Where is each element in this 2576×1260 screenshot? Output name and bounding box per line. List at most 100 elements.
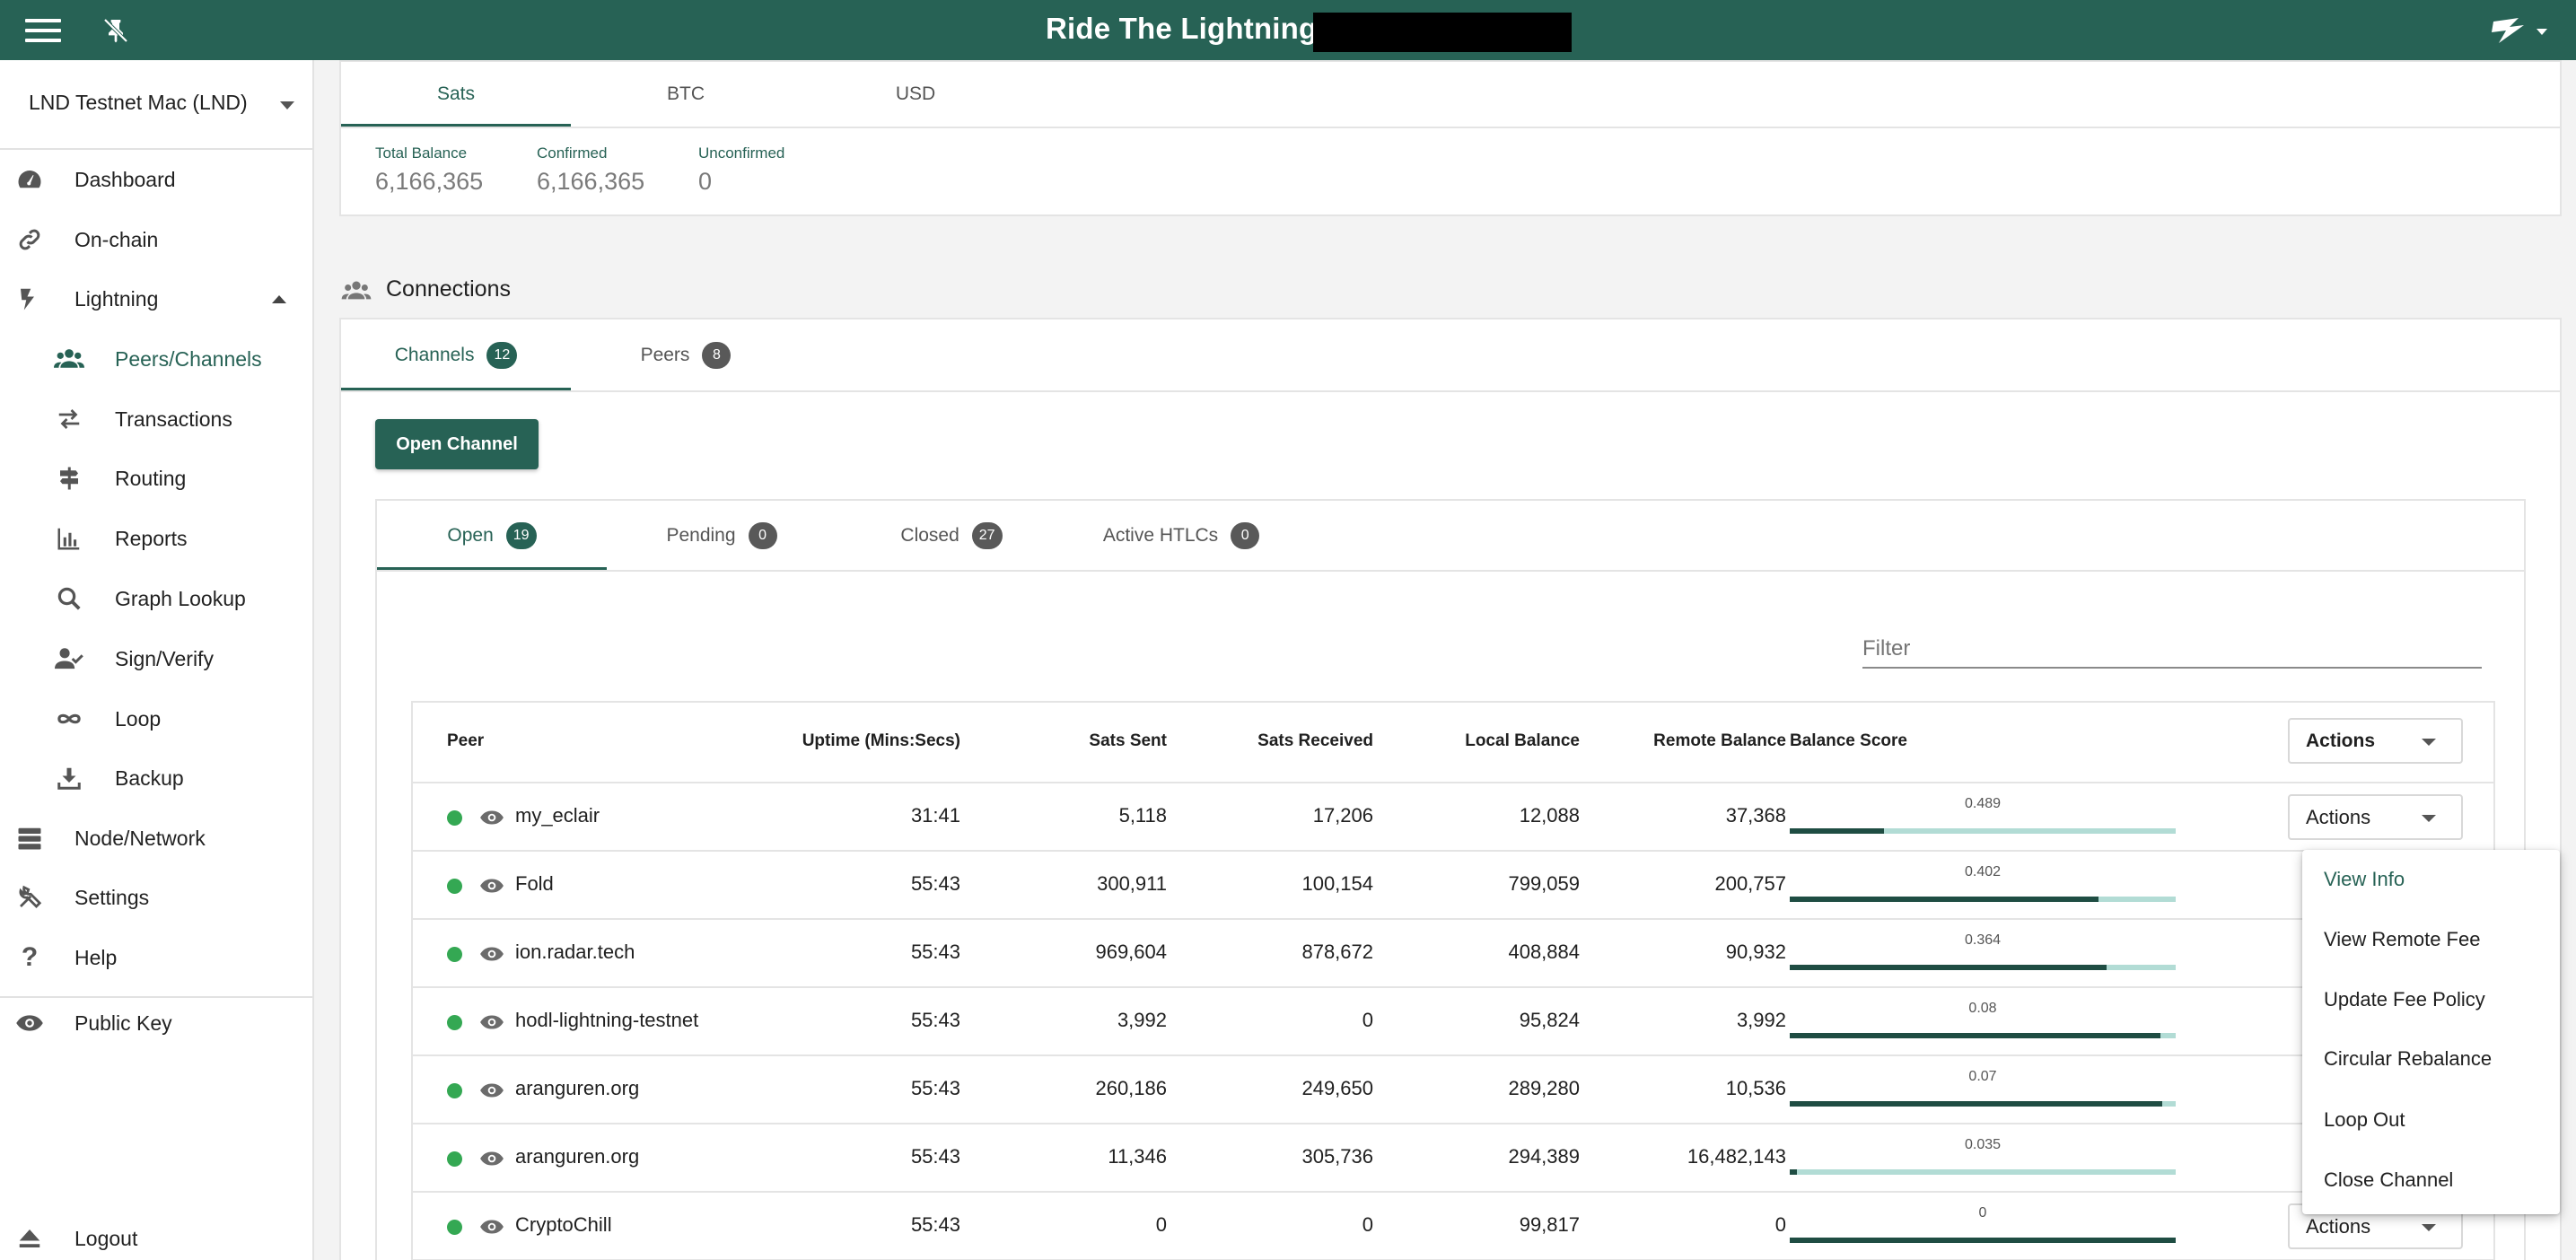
top-bar: Ride The Lightning - — [0, 0, 2576, 60]
unconfirmed-balance-value: 0 — [698, 168, 713, 195]
balance-score-track — [1790, 1169, 2176, 1175]
column-header-sats-received[interactable]: Sats Received — [1257, 731, 1373, 750]
tab-peers[interactable]: Peers 8 — [571, 319, 801, 390]
count-badge: 0 — [748, 521, 777, 549]
cell-remote-balance: 10,536 — [1725, 1077, 1786, 1099]
column-header-sats-sent[interactable]: Sats Sent — [1089, 731, 1167, 750]
sidebar-item-label: Peers/Channels — [115, 346, 262, 371]
sidebar-item-label: Dashboard — [74, 167, 176, 191]
sidebar-item-dashboard[interactable]: Dashboard — [0, 153, 312, 206]
balance-score-fill — [1790, 1169, 1797, 1175]
column-header-remote-balance[interactable]: Remote Balance — [1653, 731, 1786, 750]
hamburger-menu-icon[interactable] — [25, 14, 61, 47]
active-status-dot — [447, 1015, 462, 1030]
link-icon — [14, 224, 45, 255]
eye-icon[interactable] — [479, 1146, 504, 1171]
eye-icon[interactable] — [479, 1078, 504, 1103]
cell-sats-sent: 5,118 — [1118, 804, 1167, 827]
balance-score-value: 0 — [1978, 1205, 1987, 1221]
cell-uptime: 55:43 — [910, 1213, 960, 1236]
menu-item-close-channel[interactable]: Close Channel — [2324, 1168, 2454, 1191]
menu-item-view-remote-fee[interactable]: View Remote Fee — [2324, 928, 2481, 950]
balance-score-bar: 0.035 — [1790, 1137, 2176, 1180]
sidebar-item-node-network[interactable]: Node/Network — [0, 811, 312, 865]
rtl-logo-icon[interactable] — [2488, 13, 2560, 48]
cell-peer: my_eclair — [515, 804, 600, 827]
menu-item-view-info[interactable]: View Info — [2324, 868, 2405, 890]
sidebar-item-transactions[interactable]: Transactions — [0, 392, 312, 446]
sidebar-item-peers-channels[interactable]: Peers/Channels — [0, 332, 312, 386]
table-row[interactable]: my_eclair 31:41 5,118 17,206 12,088 37,368 0.4… — [413, 783, 2493, 852]
column-header-uptime[interactable]: Uptime (Mins:Secs) — [802, 731, 960, 750]
tab-active-htlcs[interactable]: Active HTLCs 0 — [1066, 501, 1296, 570]
column-header-balance-score[interactable]: Balance Score — [1790, 731, 1907, 750]
eye-icon[interactable] — [479, 941, 504, 967]
tab-pending[interactable]: Pending 0 — [607, 501, 837, 570]
table-row[interactable]: Fold 55:43 300,911 100,154 799,059 200,757 0.4… — [413, 852, 2493, 920]
tab-usd[interactable]: USD — [895, 83, 936, 104]
pin-off-icon[interactable] — [101, 16, 131, 45]
sidebar-item-logout[interactable]: Logout — [0, 1212, 312, 1260]
eye-icon[interactable] — [479, 873, 504, 898]
column-header-peer[interactable]: Peer — [447, 731, 485, 750]
sidebar-item-loop[interactable]: Loop — [0, 692, 312, 746]
sidebar-item-graph-lookup[interactable]: Graph Lookup — [0, 572, 312, 626]
table-row[interactable]: aranguren.org 55:43 260,186 249,650 289,280 1… — [413, 1056, 2493, 1124]
cell-uptime: 55:43 — [910, 872, 960, 895]
bulk-actions-button[interactable]: Actions — [2288, 718, 2463, 764]
eject-icon — [14, 1223, 45, 1254]
cell-peer: aranguren.org — [515, 1077, 640, 1099]
count-badge: 8 — [702, 341, 732, 369]
chevron-down-icon — [280, 101, 294, 109]
eye-icon[interactable] — [479, 1010, 504, 1035]
open-channel-button[interactable]: Open Channel — [375, 419, 539, 469]
table-row[interactable]: hodl-lightning-testnet 55:43 3,992 0 95,824 3… — [413, 988, 2493, 1056]
table-row[interactable]: CryptoChill 55:43 0 0 99,817 0 0 Actions — [413, 1193, 2493, 1260]
table-row[interactable]: ion.radar.tech 55:43 969,604 878,672 408,884… — [413, 920, 2493, 988]
sidebar-item-lightning[interactable]: Lightning — [0, 272, 312, 326]
channels-table: Peer Uptime (Mins:Secs) Sats Sent Sats R… — [411, 701, 2495, 1260]
sidebar-item-public-key[interactable]: Public Key — [0, 996, 312, 1050]
actions-label: Actions — [2306, 730, 2376, 751]
cell-sats-sent: 260,186 — [1095, 1077, 1167, 1099]
sidebar-item-on-chain[interactable]: On-chain — [0, 213, 312, 267]
tab-open[interactable]: Open 19 — [377, 501, 607, 570]
balance-score-track — [1790, 1033, 2176, 1038]
tab-closed[interactable]: Closed 27 — [837, 501, 1066, 570]
balance-score-bar: 0.364 — [1790, 932, 2176, 976]
confirmed-balance-value: 6,166,365 — [537, 168, 645, 195]
cell-sats-received: 249,650 — [1301, 1077, 1373, 1099]
user-check-icon — [54, 643, 84, 674]
cell-uptime: 55:43 — [910, 1145, 960, 1168]
balance-score-fill — [1790, 1238, 2176, 1243]
eye-icon[interactable] — [479, 1214, 504, 1239]
menu-item-circular-rebalance[interactable]: Circular Rebalance — [2324, 1047, 2493, 1070]
node-selector[interactable]: LND Testnet Mac (LND) — [0, 60, 314, 150]
column-header-local-balance[interactable]: Local Balance — [1465, 731, 1580, 750]
sidebar-item-routing[interactable]: Routing — [0, 451, 312, 505]
tab-btc[interactable]: BTC — [667, 83, 705, 104]
tabs-divider — [341, 390, 2560, 392]
table-row[interactable]: aranguren.org 55:43 11,346 305,736 294,389 16… — [413, 1124, 2493, 1193]
tab-label: Active HTLCs — [1102, 524, 1219, 546]
balance-score-fill — [1790, 1033, 2160, 1038]
sidebar-item-sign-verify[interactable]: Sign/Verify — [0, 632, 312, 686]
sidebar-item-settings[interactable]: Settings — [0, 871, 312, 924]
menu-item-update-fee-policy[interactable]: Update Fee Policy — [2324, 988, 2485, 1011]
sidebar-item-label: On-chain — [74, 227, 159, 251]
sidebar-item-label: Reports — [115, 526, 188, 550]
total-balance: Total Balance 6,166,365 — [375, 144, 483, 196]
tab-channels[interactable]: Channels 12 — [341, 319, 571, 390]
filter-input[interactable] — [1862, 631, 2482, 661]
row-actions-button[interactable]: Actions — [2288, 794, 2463, 840]
balance-score-fill — [1790, 1101, 2162, 1107]
sidebar-item-backup[interactable]: Backup — [0, 751, 312, 805]
sidebar-item-help[interactable]: ? Help — [0, 931, 312, 984]
sidebar-item-reports[interactable]: Reports — [0, 512, 312, 565]
sidebar-item-label: Transactions — [115, 407, 232, 431]
menu-item-loop-out[interactable]: Loop Out — [2324, 1108, 2405, 1131]
tab-sats[interactable]: Sats — [341, 62, 571, 127]
eye-icon[interactable] — [479, 805, 504, 830]
confirmed-balance: Confirmed 6,166,365 — [537, 144, 644, 196]
balance-score-bar: 0.08 — [1790, 1001, 2176, 1044]
